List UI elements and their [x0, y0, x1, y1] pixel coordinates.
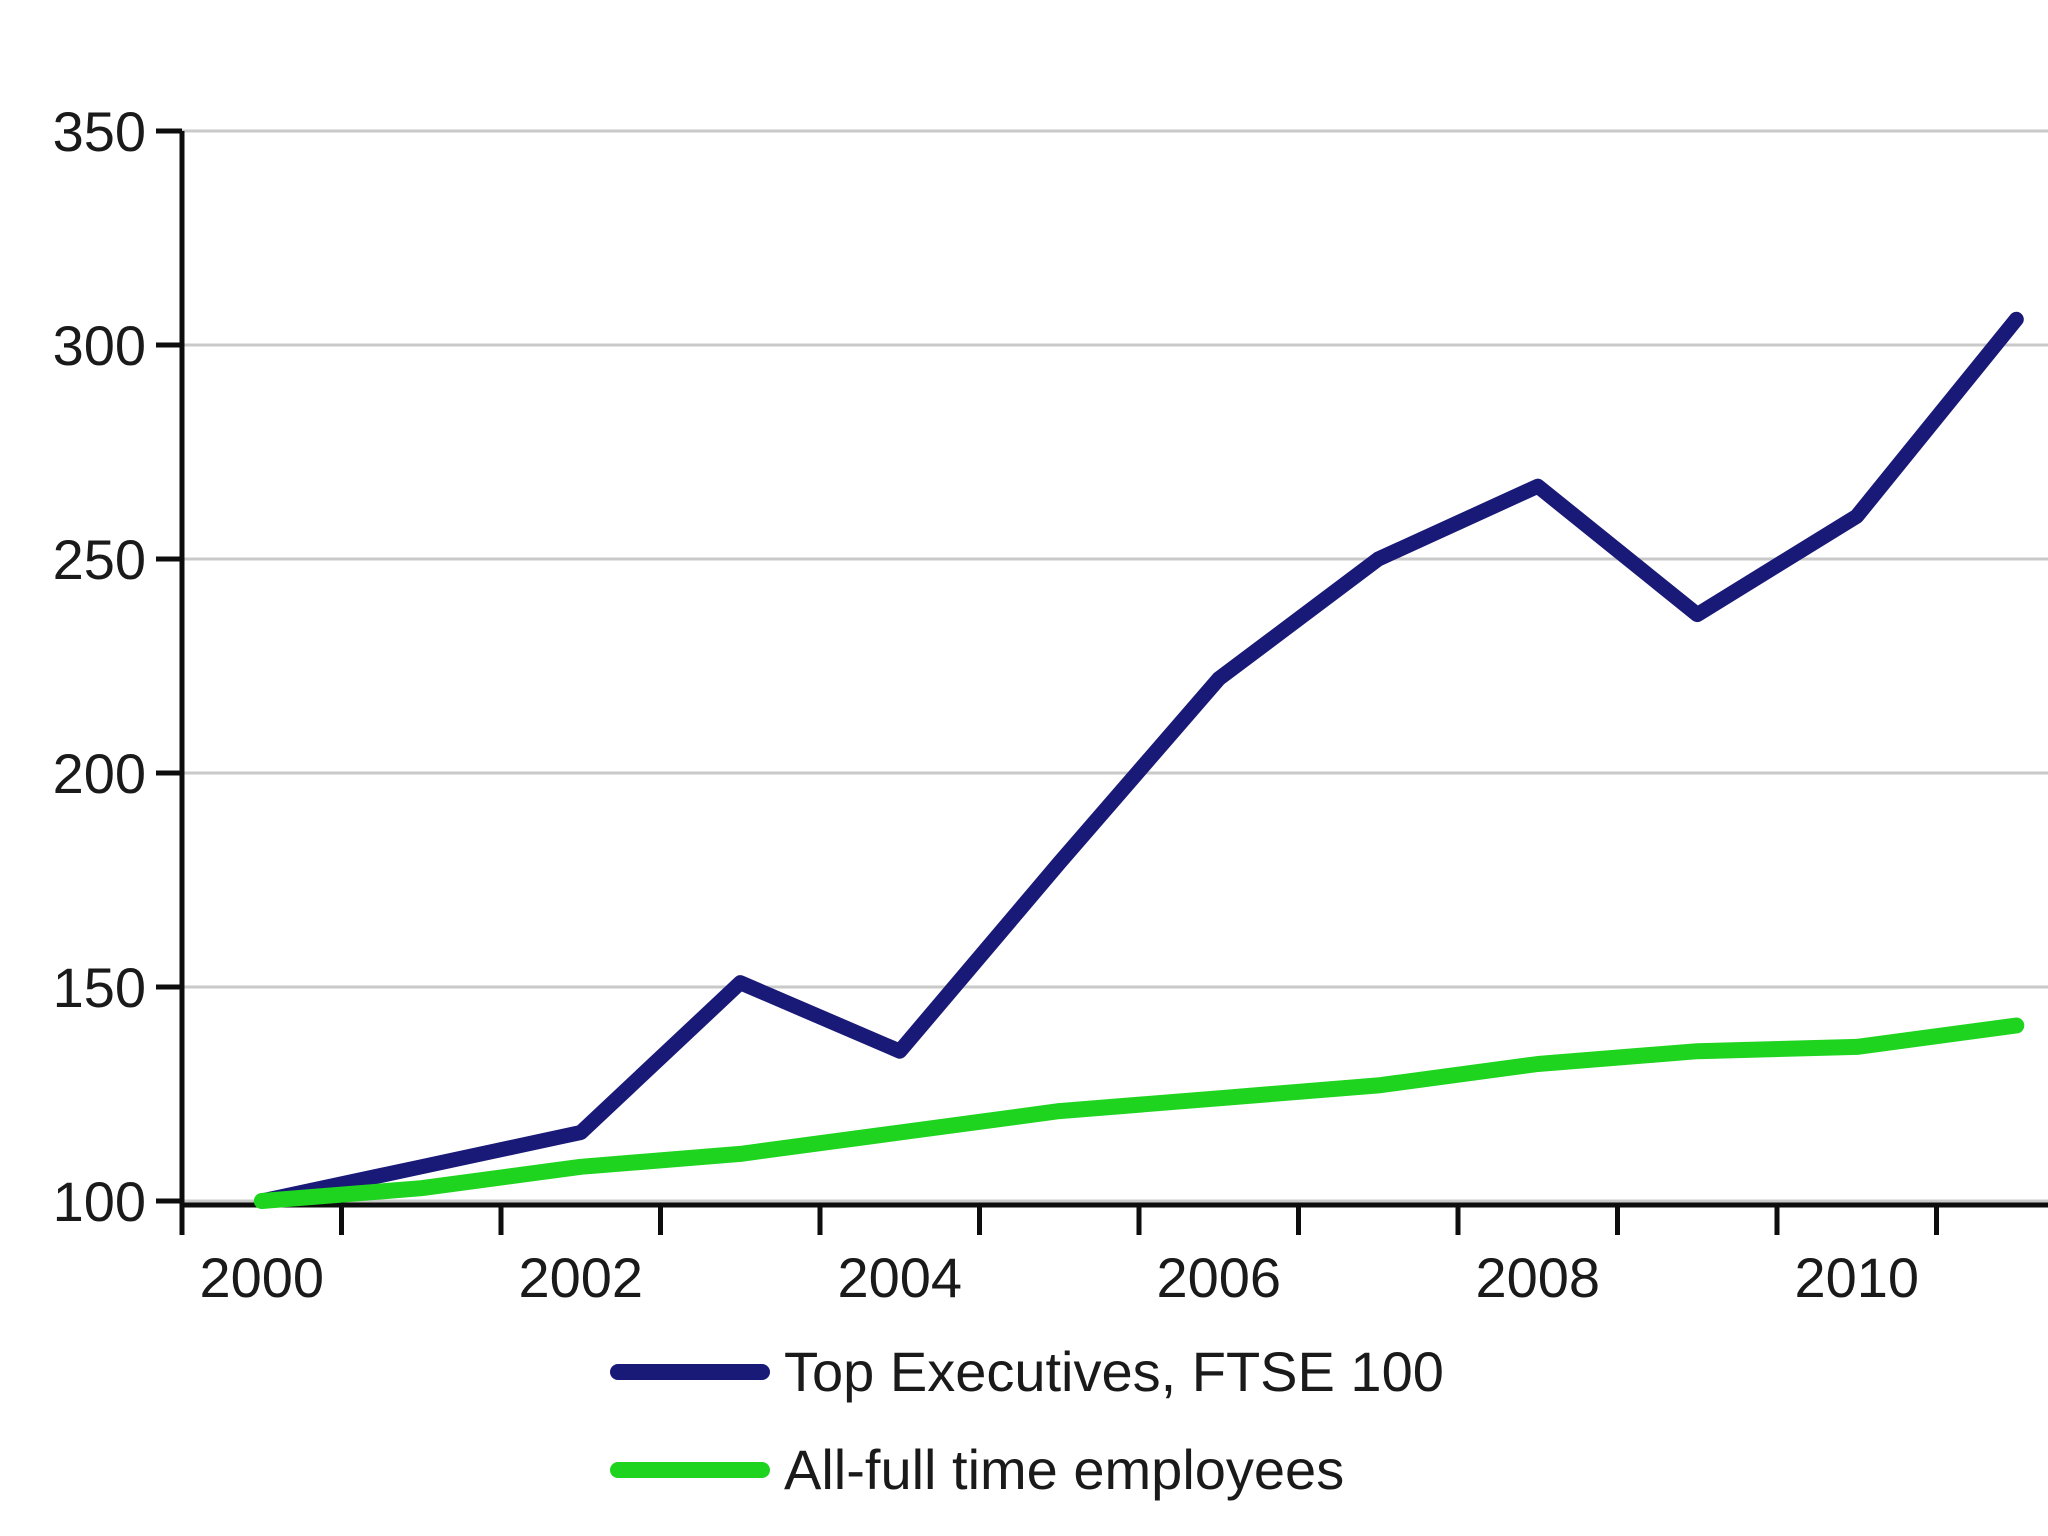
x-tick-label-2000: 2000 [199, 1246, 324, 1309]
y-tick-label: 350 [53, 100, 146, 163]
legend-label-all-employees: All-full time employees [784, 1438, 1345, 1501]
x-tick-label-2004: 2004 [837, 1246, 962, 1309]
legend-line-swatch-green [610, 1462, 770, 1478]
y-tick-label: 100 [53, 1170, 146, 1233]
x-tick-label-2006: 2006 [1156, 1246, 1281, 1309]
legend-item-all-employees: All-full time employees [610, 1434, 1444, 1506]
series-line-all-employees [253, 1017, 2025, 1209]
y-tick-label: 200 [53, 742, 146, 805]
y-tick-label: 300 [53, 314, 146, 377]
legend: Top Executives, FTSE 100 All-full time e… [610, 1336, 1444, 1506]
x-tick-label-2008: 2008 [1475, 1246, 1600, 1309]
y-tick-label: 150 [53, 956, 146, 1019]
y-tick-label: 250 [53, 528, 146, 591]
legend-label-top-executives: Top Executives, FTSE 100 [784, 1340, 1444, 1403]
series-line-top-executives [254, 311, 2024, 1209]
legend-line-swatch-navy [610, 1364, 770, 1380]
x-tick-label-2010: 2010 [1794, 1246, 1919, 1309]
legend-item-top-executives: Top Executives, FTSE 100 [610, 1336, 1444, 1408]
x-tick-label-2002: 2002 [518, 1246, 643, 1309]
